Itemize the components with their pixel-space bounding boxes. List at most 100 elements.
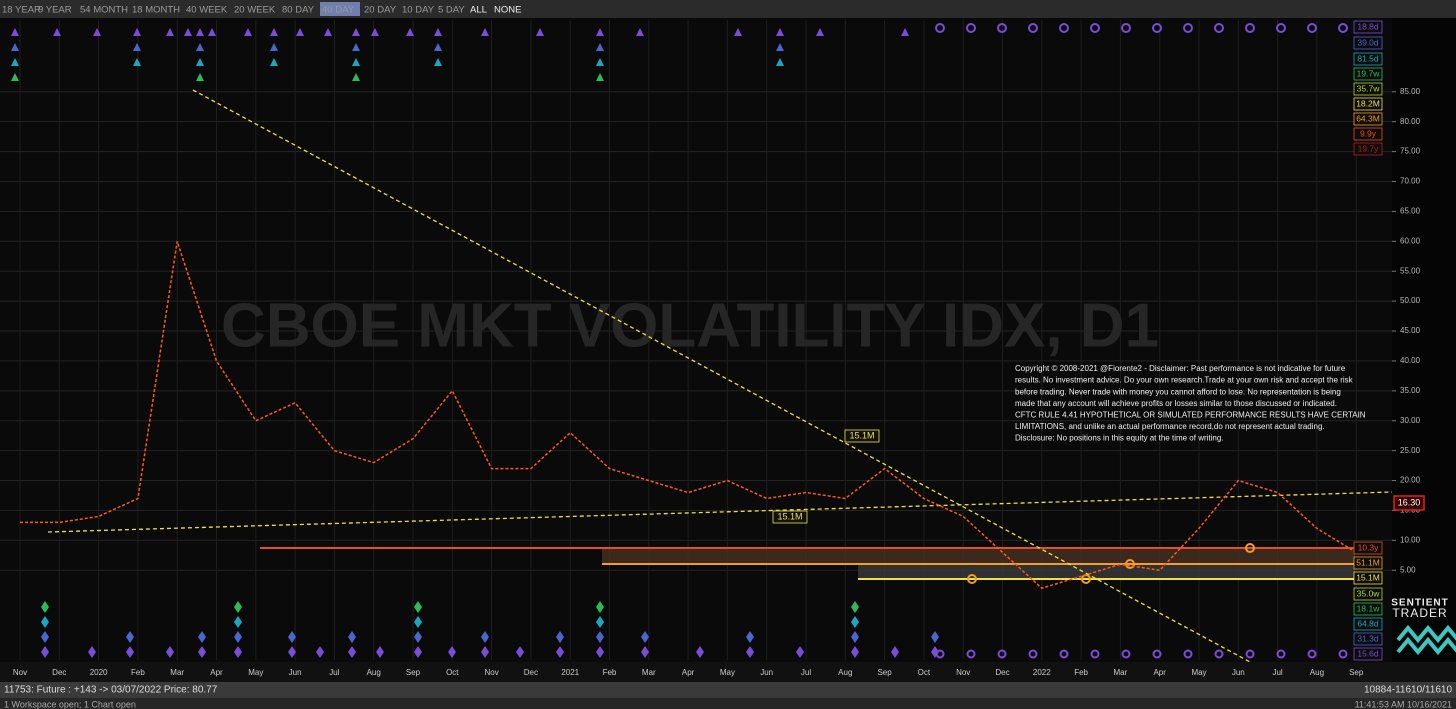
disclaimer-line: LIMITATIONS, and unlike an actual perfor… [1015, 422, 1325, 431]
y-tick-label: 35.00 [1400, 386, 1421, 395]
cycle-trough-marker [11, 28, 19, 36]
y-tick-label: 80.00 [1400, 117, 1421, 126]
x-tick-label: Sep [406, 668, 421, 677]
x-tick-label: Jul [801, 668, 811, 677]
cycle-trough-marker [208, 28, 216, 36]
toolbar-button[interactable]: 18 YEAR [2, 5, 41, 16]
cycle-node [1338, 23, 1348, 33]
cycle-node [1307, 649, 1317, 659]
cycle-label: 18.1w [1357, 603, 1381, 613]
cycle-label-box [1353, 541, 1383, 555]
x-tick-label: Sep [877, 668, 892, 677]
logo-mark [1396, 624, 1456, 656]
cycle-crest-marker [448, 646, 456, 658]
cycle-label-box [1353, 571, 1383, 585]
toolbar-button[interactable]: 20 WEEK [234, 5, 276, 16]
x-tick-label: Jul [329, 668, 339, 677]
price-label-box [1393, 495, 1425, 511]
cycle-trough-marker [596, 58, 604, 66]
toolbar-button[interactable]: ALL [470, 5, 487, 16]
cycle-label: 31.3d [1357, 633, 1379, 643]
cycle-trough-marker [270, 28, 278, 36]
cycle-node [1338, 649, 1348, 659]
cycle-trough-marker [133, 58, 141, 66]
y-tick-label: 85.00 [1400, 87, 1421, 96]
cycle-label-box [1353, 556, 1383, 570]
y-tick-label: 50.00 [1400, 296, 1421, 305]
status-left: 11753: Future : +143 -> 03/07/2022 Price… [4, 685, 218, 696]
cycle-crest-marker [126, 646, 134, 658]
x-tick-label: Feb [131, 668, 145, 677]
cycle-label-box [1353, 67, 1383, 81]
chart-label-box [844, 429, 880, 443]
x-tick-label: Aug [367, 668, 381, 677]
trend-line [192, 89, 1251, 663]
cycle-node [1245, 649, 1255, 659]
cycle-label: 15.1M [1356, 572, 1380, 582]
cycle-trough-marker [434, 28, 442, 36]
toolbar-button[interactable]: 20 DAY [364, 5, 397, 16]
logo-line: TRADER [1392, 606, 1447, 620]
cycle-trough-marker [133, 28, 141, 36]
toolbar-button[interactable]: 18 MONTH [132, 5, 180, 16]
toolbar-button[interactable]: 9 YEAR [38, 5, 72, 16]
cycle-node [1059, 649, 1069, 659]
cycle-trough-marker [776, 43, 784, 51]
cycle-node [1245, 543, 1255, 553]
x-tick-label: Aug [838, 668, 852, 677]
price-label: 16.30 [1398, 497, 1421, 507]
projection-band [858, 565, 1355, 580]
cycle-trough-marker [636, 28, 644, 36]
toolbar-button[interactable]: 40 WEEK [186, 5, 228, 16]
toolbar-button[interactable]: 40 DAY [322, 5, 355, 16]
cycle-trough-marker [11, 43, 19, 51]
cycle-trough-marker [196, 73, 204, 81]
cycle-trough-marker [596, 43, 604, 51]
cycle-node [967, 574, 977, 584]
toolbar-button[interactable]: 54 MONTH [80, 5, 128, 16]
cycle-label: 10.3y [1358, 542, 1380, 552]
cycle-node [997, 649, 1007, 659]
cycle-label-box [1353, 52, 1383, 66]
cycle-crest-marker [746, 631, 754, 643]
cycle-label-box [1353, 587, 1383, 601]
cycle-node [1152, 649, 1162, 659]
cycle-trough-marker [352, 43, 360, 51]
cycle-node [1090, 23, 1100, 33]
x-tick-label: 2020 [90, 668, 108, 677]
cycle-node [1214, 23, 1224, 33]
x-tick-label: Mar [642, 668, 656, 677]
cycle-trough-marker [596, 28, 604, 36]
cycle-crest-marker [414, 646, 422, 658]
cycle-label-box [1353, 632, 1383, 646]
x-tick-label: Oct [918, 668, 931, 677]
toolbar-button[interactable]: 5 DAY [438, 5, 465, 16]
trend-line [47, 491, 1393, 533]
x-tick-label: Sep [1349, 668, 1364, 677]
y-tick-label: 30.00 [1400, 416, 1421, 425]
chart-label-box [772, 510, 808, 524]
cycle-trough-marker [776, 28, 784, 36]
cycle-node [1125, 559, 1135, 569]
cycle-node [966, 23, 976, 33]
cycle-crest-marker [376, 646, 384, 658]
cycle-trough-marker [196, 28, 204, 36]
status-right: 10884-11610/11610 [1364, 685, 1452, 696]
y-tick-label: 60.00 [1400, 236, 1421, 245]
cycle-node [1028, 649, 1038, 659]
disclaimer-line: before trading. Never trade with money y… [1015, 387, 1341, 396]
cycle-label-box [1353, 112, 1383, 126]
x-tick-label: Feb [1074, 668, 1088, 677]
cycle-label-box [1353, 36, 1383, 50]
toolbar-button[interactable]: NONE [494, 5, 521, 16]
cycle-trough-marker [734, 28, 742, 36]
cycle-node [966, 649, 976, 659]
cycle-label-box [1353, 127, 1383, 141]
cycle-label-box [1353, 142, 1383, 156]
toolbar-button[interactable]: 10 DAY [402, 5, 435, 16]
cycle-crest-marker [41, 601, 49, 613]
cycle-crest-marker [481, 646, 489, 658]
cycle-trough-marker [816, 28, 824, 36]
price-line [20, 241, 1357, 590]
toolbar-button[interactable]: 80 DAY [282, 5, 315, 16]
